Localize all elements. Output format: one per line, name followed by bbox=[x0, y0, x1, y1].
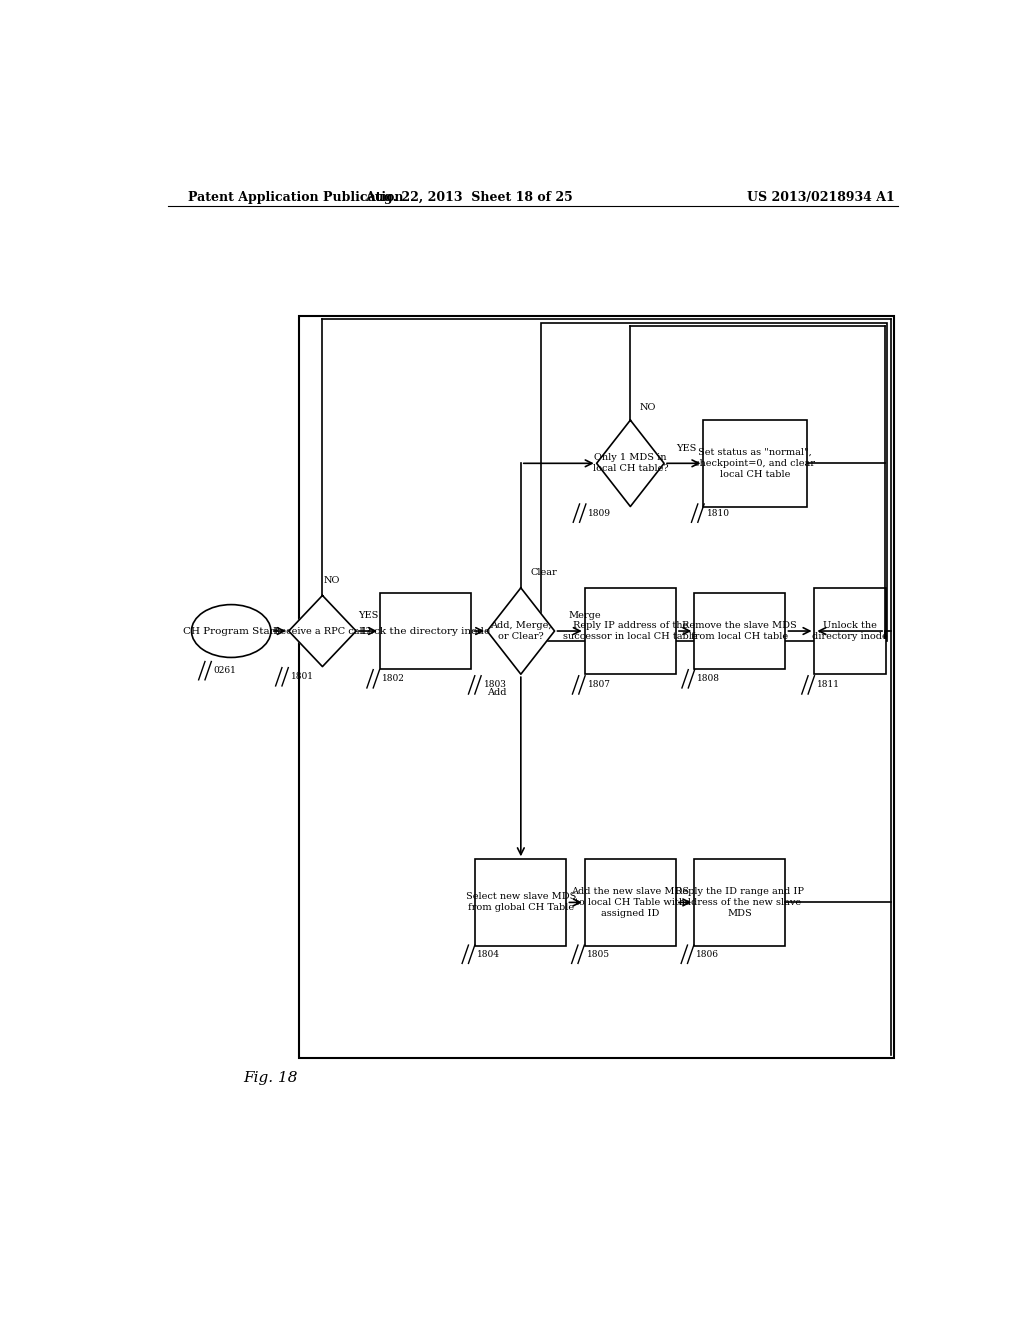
Text: YES: YES bbox=[357, 611, 378, 620]
Text: Unlock the
directory inode: Unlock the directory inode bbox=[812, 620, 888, 642]
Text: 1811: 1811 bbox=[817, 680, 840, 689]
FancyBboxPatch shape bbox=[703, 420, 807, 507]
Text: 1804: 1804 bbox=[477, 950, 500, 958]
FancyBboxPatch shape bbox=[585, 587, 676, 675]
FancyBboxPatch shape bbox=[380, 593, 471, 669]
Text: Lock the directory inode: Lock the directory inode bbox=[361, 627, 490, 635]
FancyBboxPatch shape bbox=[694, 859, 785, 945]
Text: Reply the ID range and IP
address of the new slave
MDS: Reply the ID range and IP address of the… bbox=[676, 887, 805, 917]
Polygon shape bbox=[487, 587, 555, 675]
Text: 0261: 0261 bbox=[214, 667, 237, 675]
Text: 1801: 1801 bbox=[291, 672, 313, 681]
Text: Add, Merge,
or Clear?: Add, Merge, or Clear? bbox=[490, 620, 552, 642]
Text: Fig. 18: Fig. 18 bbox=[244, 1072, 298, 1085]
Text: Only 1 MDS in
local CH table?: Only 1 MDS in local CH table? bbox=[593, 453, 669, 474]
Text: Add the new slave MDS
to local CH Table with
assigned ID: Add the new slave MDS to local CH Table … bbox=[571, 887, 689, 917]
FancyBboxPatch shape bbox=[694, 593, 785, 669]
Polygon shape bbox=[289, 595, 356, 667]
Polygon shape bbox=[597, 420, 665, 507]
FancyBboxPatch shape bbox=[585, 859, 676, 945]
Text: 1802: 1802 bbox=[382, 675, 404, 684]
Text: 1807: 1807 bbox=[588, 680, 610, 689]
Text: US 2013/0218934 A1: US 2013/0218934 A1 bbox=[748, 190, 895, 203]
FancyBboxPatch shape bbox=[814, 587, 886, 675]
Text: NO: NO bbox=[640, 404, 656, 412]
Text: 1805: 1805 bbox=[587, 950, 610, 958]
Text: Clear: Clear bbox=[530, 568, 557, 577]
Text: 1808: 1808 bbox=[697, 675, 720, 684]
Text: Reply IP address of the
successor in local CH table: Reply IP address of the successor in loc… bbox=[563, 620, 697, 642]
Text: 1809: 1809 bbox=[588, 508, 611, 517]
Text: NO: NO bbox=[324, 576, 340, 585]
Text: Remove the slave MDS
from local CH table: Remove the slave MDS from local CH table bbox=[682, 620, 798, 642]
Text: Select new slave MDS
from global CH Table: Select new slave MDS from global CH Tabl… bbox=[466, 892, 577, 912]
Ellipse shape bbox=[191, 605, 270, 657]
Text: 1806: 1806 bbox=[696, 950, 719, 958]
Text: Merge: Merge bbox=[569, 611, 601, 620]
Text: CH Program Start: CH Program Start bbox=[183, 627, 280, 635]
Text: Aug. 22, 2013  Sheet 18 of 25: Aug. 22, 2013 Sheet 18 of 25 bbox=[366, 190, 573, 203]
Text: Set status as "normal",
checkpoint=0, and clear
local CH table: Set status as "normal", checkpoint=0, an… bbox=[694, 447, 815, 479]
Text: Add: Add bbox=[487, 688, 507, 697]
Text: YES: YES bbox=[676, 444, 696, 453]
Text: Receive a RPC call?: Receive a RPC call? bbox=[273, 627, 372, 635]
Text: 1803: 1803 bbox=[483, 680, 507, 689]
Text: Patent Application Publication: Patent Application Publication bbox=[187, 190, 403, 203]
FancyBboxPatch shape bbox=[475, 859, 566, 945]
Text: 1810: 1810 bbox=[707, 508, 729, 517]
